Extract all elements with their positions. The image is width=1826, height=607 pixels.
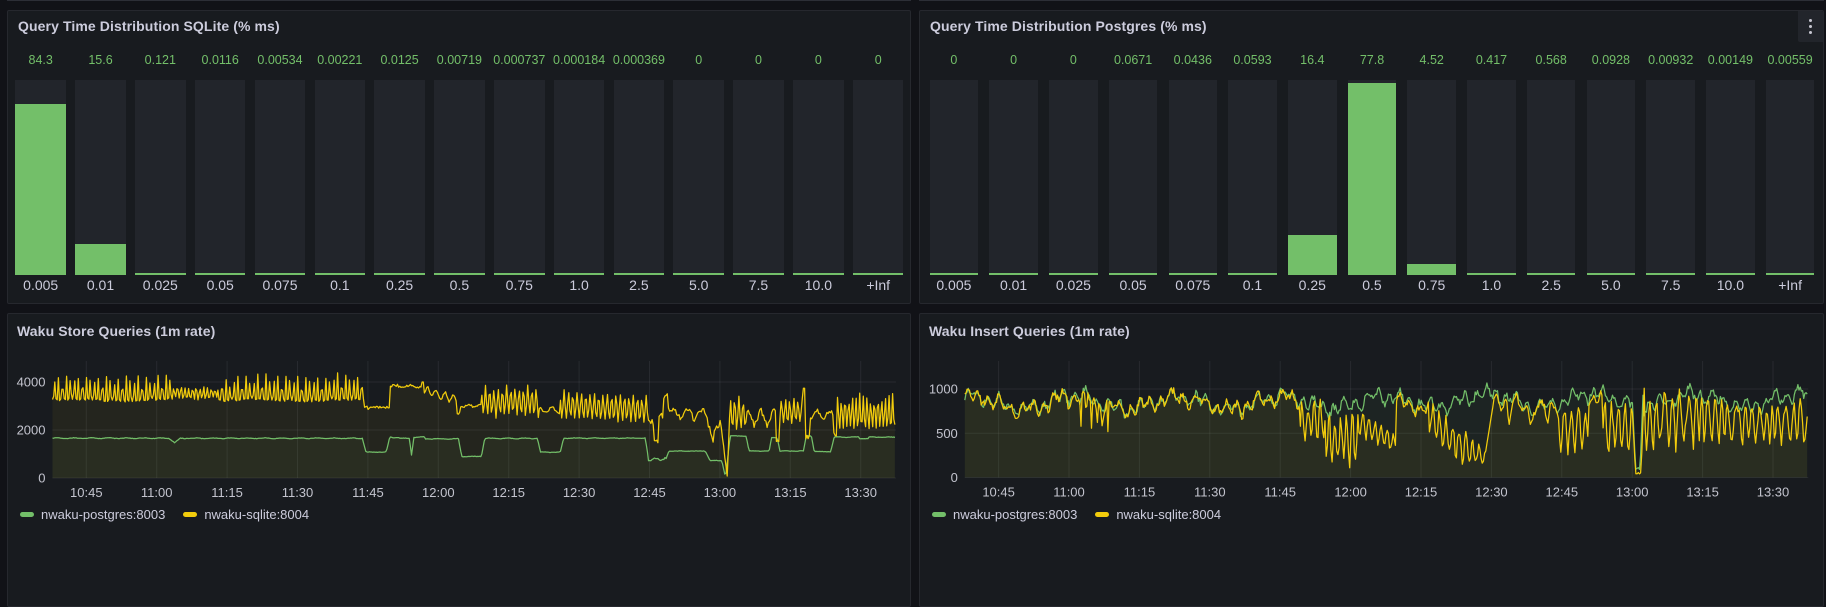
svg-text:12:30: 12:30: [1475, 485, 1508, 500]
svg-text:13:15: 13:15: [774, 485, 807, 500]
svg-text:13:15: 13:15: [1686, 485, 1719, 500]
svg-text:11:30: 11:30: [282, 485, 314, 500]
svg-text:11:00: 11:00: [141, 485, 173, 500]
svg-text:2000: 2000: [17, 423, 46, 438]
svg-text:12:45: 12:45: [633, 485, 666, 500]
svg-text:11:15: 11:15: [211, 485, 243, 500]
svg-text:11:15: 11:15: [1124, 485, 1156, 500]
svg-text:11:45: 11:45: [352, 485, 384, 500]
svg-text:12:00: 12:00: [1334, 485, 1367, 500]
svg-text:13:00: 13:00: [1616, 485, 1649, 500]
svg-text:1000: 1000: [929, 382, 958, 397]
svg-text:11:00: 11:00: [1053, 485, 1085, 500]
svg-text:500: 500: [936, 426, 958, 441]
svg-text:13:30: 13:30: [844, 485, 877, 500]
svg-text:12:30: 12:30: [563, 485, 596, 500]
svg-text:10:45: 10:45: [982, 485, 1015, 500]
svg-text:10:45: 10:45: [70, 485, 103, 500]
svg-text:13:30: 13:30: [1757, 485, 1790, 500]
svg-text:11:45: 11:45: [1264, 485, 1296, 500]
svg-text:12:15: 12:15: [1405, 485, 1438, 500]
svg-text:4000: 4000: [17, 375, 46, 390]
svg-text:0: 0: [38, 471, 45, 486]
svg-text:0: 0: [951, 470, 958, 485]
svg-text:11:30: 11:30: [1194, 485, 1226, 500]
svg-text:12:00: 12:00: [422, 485, 455, 500]
svg-text:12:15: 12:15: [492, 485, 525, 500]
svg-text:12:45: 12:45: [1546, 485, 1579, 500]
svg-text:13:00: 13:00: [704, 485, 737, 500]
